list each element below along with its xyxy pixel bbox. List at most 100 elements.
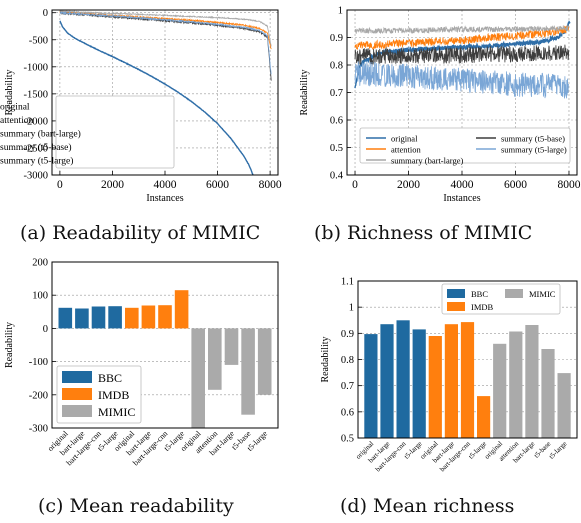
legend-label: summary (bart-large) xyxy=(0,129,81,140)
bar-imdb-t5-large xyxy=(174,290,189,329)
y-tick-label: -500 xyxy=(29,35,48,46)
legend-label: summary (t5-base) xyxy=(0,142,72,153)
x-axis-label: Instances xyxy=(146,193,183,204)
y-axis-label: Readability xyxy=(320,336,331,382)
bar-imdb-bart-large-cnn xyxy=(158,305,172,329)
legend-swatch-bbc xyxy=(62,371,92,383)
y-tick-label: -3000 xyxy=(24,171,49,182)
x-tick-label: 6000 xyxy=(206,179,229,191)
y-tick-label: -1000 xyxy=(24,62,49,73)
y-tick-label: 0.8 xyxy=(330,61,343,72)
legend-label: BBC xyxy=(98,371,122,385)
series-line-attention xyxy=(354,24,570,51)
x-tick-label: 0 xyxy=(57,179,63,191)
bar-mimic-bart-large xyxy=(525,325,539,438)
legend-box xyxy=(359,127,571,164)
y-tick-label: 0.5 xyxy=(330,143,343,154)
y-tick-label: 0 xyxy=(43,324,48,335)
y-tick-label: 0.7 xyxy=(341,381,354,392)
legend-label: summary (bart-large) xyxy=(391,156,463,166)
y-tick-label: -300 xyxy=(29,424,48,435)
legend-label: attention xyxy=(0,116,33,126)
legend-box xyxy=(441,283,561,315)
x-tick-label: 0 xyxy=(352,179,358,191)
y-axis-label: Readability xyxy=(299,69,310,115)
bar-mimic-bart-large xyxy=(224,328,239,365)
bar-bbc-bart-large xyxy=(380,324,394,438)
bar-imdb-original xyxy=(428,336,442,438)
bar-bbc-bart-large-cnn xyxy=(396,320,410,439)
legend-label: summary (t5-large) xyxy=(0,156,73,167)
y-tick-label: -2000 xyxy=(24,116,49,127)
plot-frame xyxy=(51,9,279,176)
legend-box xyxy=(55,95,175,169)
series-line-summary-t5-large- xyxy=(59,10,272,75)
bar-mimic-attention xyxy=(509,331,523,438)
y-tick-label: 1 xyxy=(349,303,354,314)
bar-mimic-original xyxy=(191,328,205,428)
y-tick-label: 0.6 xyxy=(341,407,354,418)
series-line-summary-t5-large- xyxy=(354,61,570,99)
y-tick-label: 100 xyxy=(32,291,48,302)
bar-bbc-original xyxy=(364,334,378,438)
x-tick-label: 6000 xyxy=(504,179,527,191)
caption-d: (d) Mean richness xyxy=(340,495,515,517)
legend-label: original xyxy=(0,103,30,113)
x-tick-label: 2000 xyxy=(101,179,124,191)
bar-imdb-bart-large-cnn xyxy=(460,322,475,438)
bar-mimic-t5-base xyxy=(541,349,555,438)
y-tick-label: 0.7 xyxy=(330,88,343,99)
bar-mimic-original xyxy=(493,343,507,438)
legend: original attention summary (bart-large) sum… xyxy=(0,95,175,169)
y-tick-label: 0.6 xyxy=(330,116,343,127)
x-tick-label: 4000 xyxy=(451,179,474,191)
bar-imdb-original xyxy=(125,307,139,329)
legend-label: IMDB xyxy=(98,388,129,402)
series-line-summary-bart-large- xyxy=(59,10,272,47)
plot-frame xyxy=(51,261,279,429)
x-tick-label: 8000 xyxy=(259,179,282,191)
y-tick-label: 0.9 xyxy=(330,33,343,44)
series-line-original xyxy=(59,20,254,175)
y-tick-label: 0 xyxy=(43,8,48,19)
y-tick-label: 0.9 xyxy=(341,329,354,340)
bar-mimic-t5-base xyxy=(241,328,255,415)
y-tick-label: -100 xyxy=(29,357,48,368)
y-tick-label: -200 xyxy=(29,390,48,401)
legend: BBC IMDB MIMIC xyxy=(56,365,142,424)
x-tick-label: 4000 xyxy=(154,179,177,191)
legend-label: attention xyxy=(391,145,421,155)
bar-imdb-t5-large xyxy=(477,396,491,438)
bar-bbc-bart-large xyxy=(75,308,89,329)
legend: BBC IMDB MIMIC xyxy=(441,283,561,315)
y-axis-label: Readability xyxy=(4,322,15,368)
series-line-attention xyxy=(59,10,272,50)
series-line-summary-bart-large- xyxy=(354,25,569,35)
y-tick-label: 0.8 xyxy=(341,355,354,366)
legend-label: IMDB xyxy=(471,302,494,312)
bar-imdb-bart-large xyxy=(444,324,458,438)
x-axis-label: Instances xyxy=(443,193,480,204)
panel-a-readability-line-chart: 0 -500 -1000 -1500 -2000 -2500 -3000 0 2000 4000 6… xyxy=(0,8,282,204)
legend-label: MIMIC xyxy=(98,405,135,419)
x-tick-label: 8000 xyxy=(557,179,580,191)
bar-mimic-attention xyxy=(208,328,222,390)
legend-swatch-imdb xyxy=(447,302,465,311)
series-line-original xyxy=(354,20,571,89)
y-axis-label: Readability xyxy=(4,69,15,115)
panel-b-richness-line-chart: 0.4 0.5 0.6 0.7 0.8 0.9 1 0 2000 4000 6000 8000 Read… xyxy=(299,6,581,205)
legend-label: BBC xyxy=(471,289,488,299)
y-tick-label: 200 xyxy=(32,258,48,269)
y-tick-label: -1500 xyxy=(24,89,49,100)
y-tick-label: 0.5 xyxy=(341,434,354,445)
legend-swatch-mimic xyxy=(505,289,523,298)
bar-mimic-t5-large xyxy=(257,328,272,395)
plot-frame xyxy=(346,9,578,176)
caption-c: (c) Mean readability xyxy=(38,495,234,517)
y-tick-label: 1 xyxy=(338,6,343,17)
y-tick-label: 0.4 xyxy=(330,171,344,182)
y-tick-label: 1.1 xyxy=(341,277,354,288)
panel-c-mean-readability-bar-chart: 2001000-100-200-300Readabilityoriginalba… xyxy=(4,258,279,467)
caption-b: (b) Richness of MIMIC xyxy=(314,222,533,244)
legend-swatch-bbc xyxy=(447,289,465,298)
